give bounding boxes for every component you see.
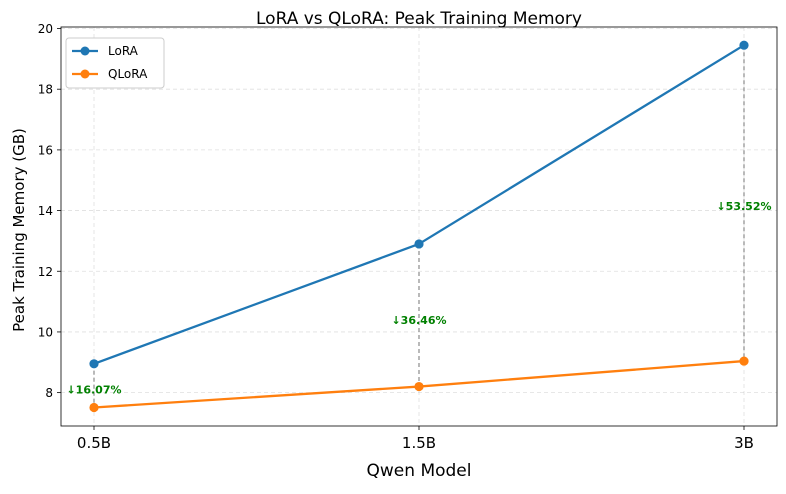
data-point-qlora <box>89 402 99 413</box>
plot-frame <box>60 26 778 427</box>
data-point-lora <box>89 359 99 369</box>
x-tick-label: 0.5B <box>77 434 111 452</box>
series-lines <box>89 40 749 413</box>
y-tick-label: 16 <box>38 143 53 157</box>
reduction-annotation: ↓53.52% <box>716 200 771 213</box>
data-point-lora <box>414 239 424 249</box>
x-tick-label: 1.5B <box>402 434 436 452</box>
y-tick-label: 12 <box>38 265 53 279</box>
x-axis-label: Qwen Model <box>367 461 472 481</box>
reduction-annotation: ↓36.46% <box>391 314 446 327</box>
y-tick-label: 14 <box>38 204 53 218</box>
data-point-qlora <box>414 381 424 392</box>
data-point-qlora <box>739 356 749 366</box>
y-tick-label: 8 <box>45 386 53 400</box>
legend-label-lora: LoRA <box>108 44 139 58</box>
y-tick-label: 20 <box>38 22 53 36</box>
y-tick-label: 10 <box>38 325 53 339</box>
legend: LoRA QLoRA <box>65 37 165 89</box>
axes: 8 10 12 14 16 18 20 0.5B 1.5B 3B <box>38 22 778 452</box>
y-tick-label: 18 <box>38 83 53 97</box>
y-axis-label: Peak Training Memory (GB) <box>10 128 28 332</box>
reduction-annotation: ↓16.07% <box>66 384 121 397</box>
legend-marker-qlora <box>80 69 90 79</box>
x-tick-label: 3B <box>734 434 754 452</box>
legend-marker-lora <box>80 46 90 56</box>
legend-label-qlora: QLoRA <box>108 67 148 81</box>
annotations: ↓16.07% ↓36.46% ↓53.52% <box>66 200 771 397</box>
chart-title: LoRA vs QLoRA: Peak Training Memory <box>256 9 582 29</box>
difference-connectors <box>93 45 745 408</box>
data-point-lora <box>739 40 749 50</box>
